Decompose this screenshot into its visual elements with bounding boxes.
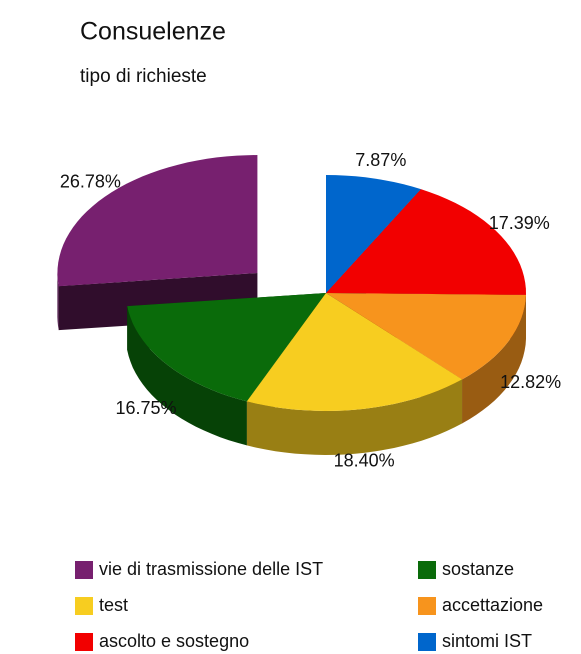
data-label: 7.87% [355, 150, 406, 170]
slice-side [127, 306, 247, 446]
slice [127, 293, 326, 402]
legend-swatch [75, 633, 93, 651]
data-label: 12.82% [500, 372, 561, 392]
legend-swatch [75, 561, 93, 579]
legend-swatch [75, 597, 93, 615]
data-label: 16.75% [116, 398, 177, 418]
slice-side [246, 379, 463, 455]
slice [326, 293, 526, 380]
chart-title: Consuelenze [80, 18, 226, 46]
slice [57, 155, 258, 287]
slice [326, 175, 421, 293]
slice-side [462, 294, 526, 424]
slice-side [57, 273, 59, 331]
legend-label: sintomi IST [442, 631, 532, 651]
data-label: 26.78% [60, 171, 121, 191]
slice [326, 189, 526, 295]
legend-label: test [99, 595, 128, 615]
legend-label: vie di trasmissione delle IST [99, 559, 323, 579]
data-label: 18.40% [334, 451, 395, 471]
slice [246, 293, 463, 411]
legend-swatch [418, 597, 436, 615]
chart-subtitle: tipo di richieste [80, 66, 207, 87]
legend-swatch [418, 561, 436, 579]
data-label: 17.39% [489, 213, 550, 233]
legend-label: ascolto e sostegno [99, 631, 249, 651]
legend-swatch [418, 633, 436, 651]
legend-label: sostanze [442, 559, 514, 579]
legend-label: accettazione [442, 595, 543, 615]
